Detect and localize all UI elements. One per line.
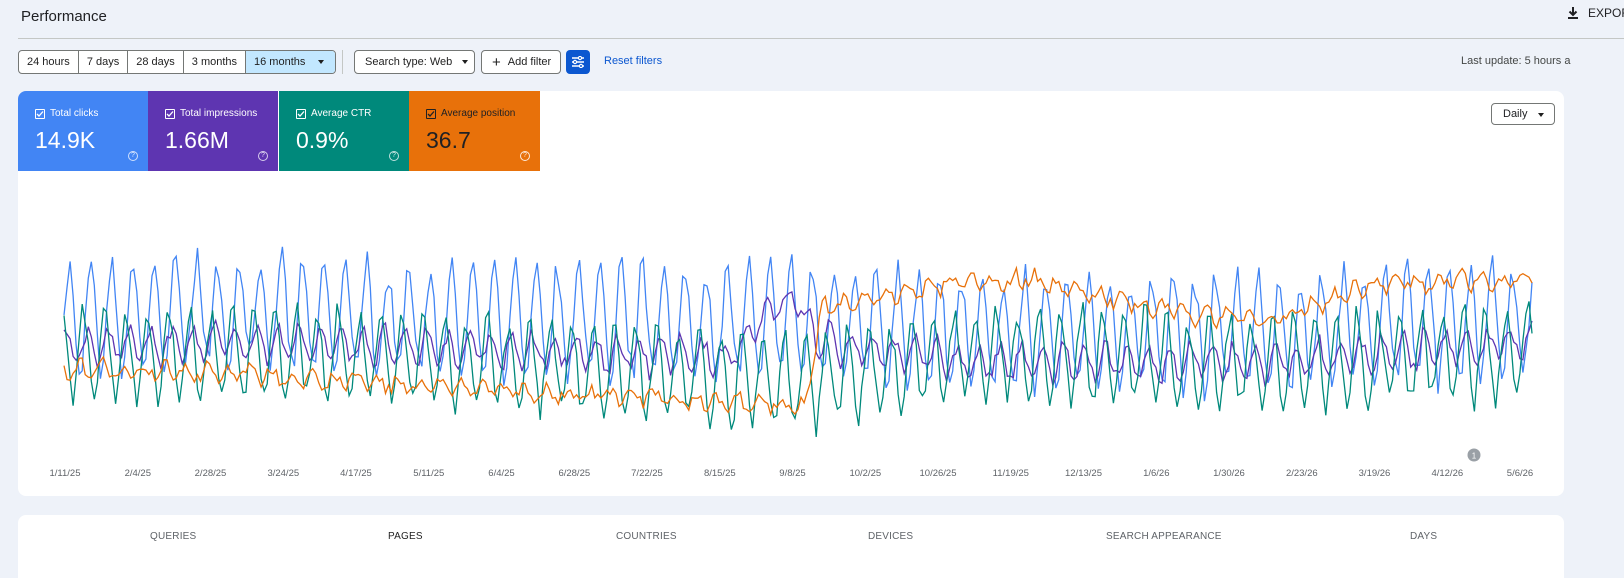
- tab-pages[interactable]: PAGES: [388, 531, 423, 542]
- metric-average-ctr-label: Average CTR: [296, 108, 371, 119]
- metric-average-position-label: Average position: [426, 108, 515, 119]
- total-clicks-label: Total clicks: [50, 108, 99, 119]
- download-icon: [1568, 7, 1578, 19]
- metric-total-impressions-label: Total impressions: [165, 108, 257, 119]
- range-16-months-label: 16 months: [254, 56, 306, 68]
- x-tick-label: 2/23/26: [1286, 468, 1318, 479]
- toolbar-divider: [342, 50, 343, 74]
- average-position-value: 36.7: [426, 127, 471, 153]
- x-tick-label: 8/15/25: [704, 468, 736, 479]
- x-tick-label: 11/19/25: [993, 468, 1029, 479]
- filter-settings-button[interactable]: [566, 50, 590, 74]
- checkbox-icon[interactable]: [35, 108, 45, 119]
- metric-total-clicks[interactable]: Total clicks 14.9K ?: [18, 91, 148, 171]
- page-header: Performance EXPOR: [0, 0, 1624, 40]
- x-tick-label: 4/12/26: [1431, 468, 1463, 479]
- metric-average-ctr[interactable]: Average CTR 0.9% ?: [279, 91, 409, 171]
- total-impressions-label: Total impressions: [180, 108, 258, 119]
- range-24-hours[interactable]: 24 hours: [19, 51, 79, 73]
- help-icon[interactable]: ?: [258, 151, 268, 161]
- checkbox-icon[interactable]: [165, 108, 175, 119]
- export-button[interactable]: EXPOR: [1566, 6, 1624, 20]
- x-tick-label: 10/2/25: [849, 468, 881, 479]
- x-tick-label: 12/13/25: [1065, 468, 1102, 479]
- granularity-dropdown[interactable]: Daily: [1491, 103, 1555, 125]
- average-position-label: Average position: [441, 108, 516, 119]
- x-tick-label: 6/28/25: [558, 468, 590, 479]
- page-title: Performance: [21, 8, 107, 25]
- series-line-average-ctr[interactable]: [63, 301, 1533, 438]
- x-tick-label: 4/17/25: [340, 468, 372, 479]
- add-filter-label: Add filter: [507, 56, 552, 68]
- export-label: EXPOR: [1588, 6, 1624, 20]
- last-update-text: Last update: 5 hours a: [1461, 55, 1571, 67]
- search-type-dropdown[interactable]: Search type: Web: [354, 50, 475, 74]
- help-icon[interactable]: ?: [128, 151, 138, 161]
- range-3-months[interactable]: 3 months: [184, 51, 247, 73]
- range-28-days[interactable]: 28 days: [128, 51, 184, 73]
- series-line-average-position[interactable]: [63, 265, 1533, 418]
- average-ctr-label: Average CTR: [311, 108, 372, 119]
- annotation-badge[interactable]: 1: [1467, 448, 1481, 462]
- performance-chart-card: Total clicks 14.9K ? Total impressions 1…: [18, 91, 1564, 496]
- date-range-selector: 24 hours 7 days 28 days 3 months 16 mont…: [18, 50, 337, 74]
- chevron-down-icon: [318, 60, 325, 64]
- range-16-months[interactable]: 16 months: [246, 51, 336, 73]
- tab-days[interactable]: DAYS: [1410, 531, 1438, 542]
- x-tick-label: 2/28/25: [195, 468, 227, 479]
- add-filter-button[interactable]: + Add filter: [481, 50, 561, 74]
- search-type-label: Search type: Web: [365, 56, 453, 68]
- reset-filters-link[interactable]: Reset filters: [604, 55, 663, 67]
- chevron-down-icon: [1538, 113, 1544, 117]
- range-7-days[interactable]: 7 days: [79, 51, 129, 73]
- header-divider: [18, 38, 1624, 39]
- granularity-label: Daily: [1503, 108, 1528, 120]
- x-tick-label: 5/11/25: [413, 468, 444, 479]
- tab-countries[interactable]: COUNTRIES: [616, 531, 677, 542]
- total-impressions-value: 1.66M: [165, 127, 229, 153]
- average-ctr-value: 0.9%: [296, 127, 349, 153]
- tab-search-appearance[interactable]: SEARCH APPEARANCE: [1106, 531, 1222, 542]
- plus-icon: +: [492, 53, 501, 71]
- x-tick-label: 1/11/25: [50, 468, 81, 479]
- total-clicks-value: 14.9K: [35, 127, 96, 153]
- help-icon[interactable]: ?: [520, 151, 530, 161]
- metric-total-clicks-label: Total clicks: [35, 108, 98, 119]
- x-tick-label: 3/19/26: [1359, 468, 1391, 479]
- help-icon[interactable]: ?: [389, 151, 399, 161]
- chevron-down-icon: [462, 60, 469, 64]
- metric-total-impressions[interactable]: Total impressions 1.66M ?: [148, 91, 278, 171]
- x-tick-label: 1/30/26: [1213, 468, 1245, 479]
- x-tick-label: 3/24/25: [267, 468, 299, 479]
- checkbox-icon[interactable]: [426, 108, 436, 119]
- x-tick-label: 1/6/26: [1143, 468, 1169, 479]
- tune-icon: [572, 56, 584, 68]
- x-tick-label: 10/26/25: [920, 468, 957, 479]
- x-tick-label: 2/4/25: [125, 468, 151, 479]
- x-tick-label: 5/6/26: [1507, 468, 1533, 479]
- x-tick-label: 7/22/25: [631, 468, 663, 479]
- filter-toolbar: 24 hours 7 days 28 days 3 months 16 mont…: [0, 50, 1624, 74]
- tab-queries[interactable]: QUERIES: [150, 531, 197, 542]
- x-tick-label: 6/4/25: [488, 468, 514, 479]
- checkbox-icon[interactable]: [296, 108, 306, 119]
- dimension-tabs: QUERIES PAGES COUNTRIES DEVICES SEARCH A…: [18, 515, 1564, 578]
- performance-line-chart[interactable]: 1/11/25 2/4/25 2/28/25 3/24/25 4/17/25 5/11/2…: [18, 91, 1564, 496]
- svg-text:1: 1: [1472, 452, 1477, 461]
- x-tick-label: 9/8/25: [779, 468, 805, 479]
- tab-devices[interactable]: DEVICES: [868, 531, 914, 542]
- metric-average-position[interactable]: Average position 36.7 ?: [409, 91, 540, 171]
- series-line-total-clicks[interactable]: [63, 246, 1533, 402]
